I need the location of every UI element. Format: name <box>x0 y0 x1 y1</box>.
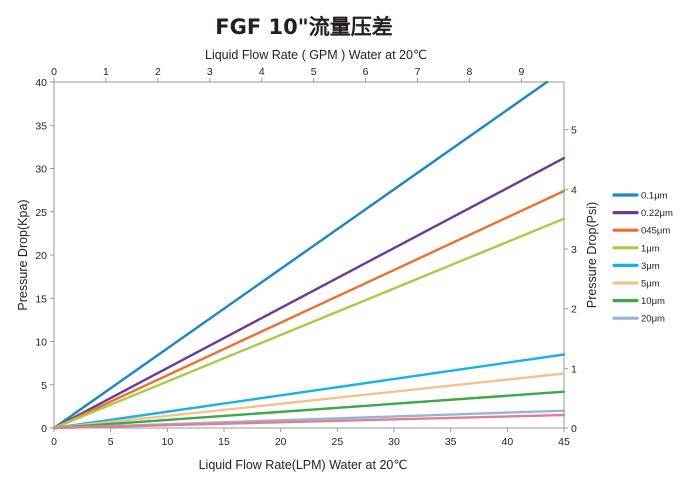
y-tick-label: 40 <box>35 77 47 89</box>
legend-label: 3μm <box>641 261 660 272</box>
y2-tick-label: 1 <box>571 363 577 375</box>
x2-tick-label: 3 <box>207 66 213 78</box>
series-line-4 <box>52 353 566 430</box>
legend-label: 5μm <box>641 279 660 290</box>
x-tick-label: 40 <box>501 436 513 448</box>
x2-tick-label: 1 <box>103 66 109 78</box>
y-tick-label: 25 <box>35 207 47 219</box>
y-tick-label: 15 <box>35 293 47 305</box>
y-tick-label: 0 <box>41 423 47 435</box>
x-tick-label: 5 <box>108 436 114 448</box>
x2-tick-label: 5 <box>311 66 317 78</box>
series-line-1 <box>52 156 566 430</box>
plot-area <box>53 81 565 429</box>
legend-label: 0.1μm <box>641 191 668 202</box>
series-line-2 <box>52 189 566 430</box>
x2-tick-label: 0 <box>51 66 57 78</box>
y2-tick-label: 5 <box>571 125 577 137</box>
legend-label: 045μm <box>641 226 670 237</box>
x-tick-label: 25 <box>331 436 343 448</box>
series-line-8 <box>52 413 566 430</box>
x2-tick-label: 6 <box>363 66 369 78</box>
chart-title: FGF 10"流量压差 <box>215 15 392 39</box>
x-tick-label: 30 <box>388 436 400 448</box>
y2-tick-label: 2 <box>571 304 577 316</box>
x-tick-label: 45 <box>558 436 570 448</box>
y-tick-label: 20 <box>35 250 47 262</box>
y-tick-label: 10 <box>35 337 47 349</box>
series-layer <box>52 80 566 430</box>
top-x-axis-title: Liquid Flow Rate ( GPM ) Water at 20℃ <box>205 48 427 62</box>
legend-label: 1μm <box>641 243 660 254</box>
legend: 0.1μm 0.22μm 045μm 1μm 3μm 5μm 10μm 20μm <box>612 191 673 325</box>
x2-tick-label: 4 <box>259 66 265 78</box>
x-tick-label: 35 <box>445 436 457 448</box>
right-y-axis-title: Pressure Drop(Psi) <box>585 202 599 308</box>
bottom-x-axis-title: Liquid Flow Rate(LPM) Water at 20℃ <box>199 458 408 472</box>
x-tick-label: 20 <box>275 436 287 448</box>
y-tick-label: 35 <box>35 120 47 132</box>
left-y-axis-title: Pressure Drop(Kpa) <box>16 199 30 310</box>
x2-tick-label: 9 <box>518 66 524 78</box>
legend-label: 0.22μm <box>641 208 673 219</box>
x-tick-label: 10 <box>161 436 173 448</box>
x2-tick-label: 2 <box>155 66 161 78</box>
y-tick-label: 5 <box>41 380 47 392</box>
y2-tick-label: 4 <box>571 184 577 196</box>
tick-layer: 0 5 10 15 20 25 30 35 40 450 1 2 3 4 5 6 7 8 9051015202530… <box>35 66 577 448</box>
y-tick-label: 30 <box>35 164 47 176</box>
series-line-6 <box>52 390 566 430</box>
legend-label: 20μm <box>641 314 665 325</box>
x-tick-label: 0 <box>51 436 57 448</box>
x2-tick-label: 7 <box>415 66 421 78</box>
series-line-0 <box>52 80 549 430</box>
x2-tick-label: 8 <box>467 66 473 78</box>
legend-label: 10μm <box>641 296 665 307</box>
series-line-3 <box>52 217 566 430</box>
x-tick-label: 15 <box>218 436 230 448</box>
y2-tick-label: 3 <box>571 244 577 256</box>
y2-tick-label: 0 <box>571 423 577 435</box>
series-line-5 <box>52 372 566 430</box>
